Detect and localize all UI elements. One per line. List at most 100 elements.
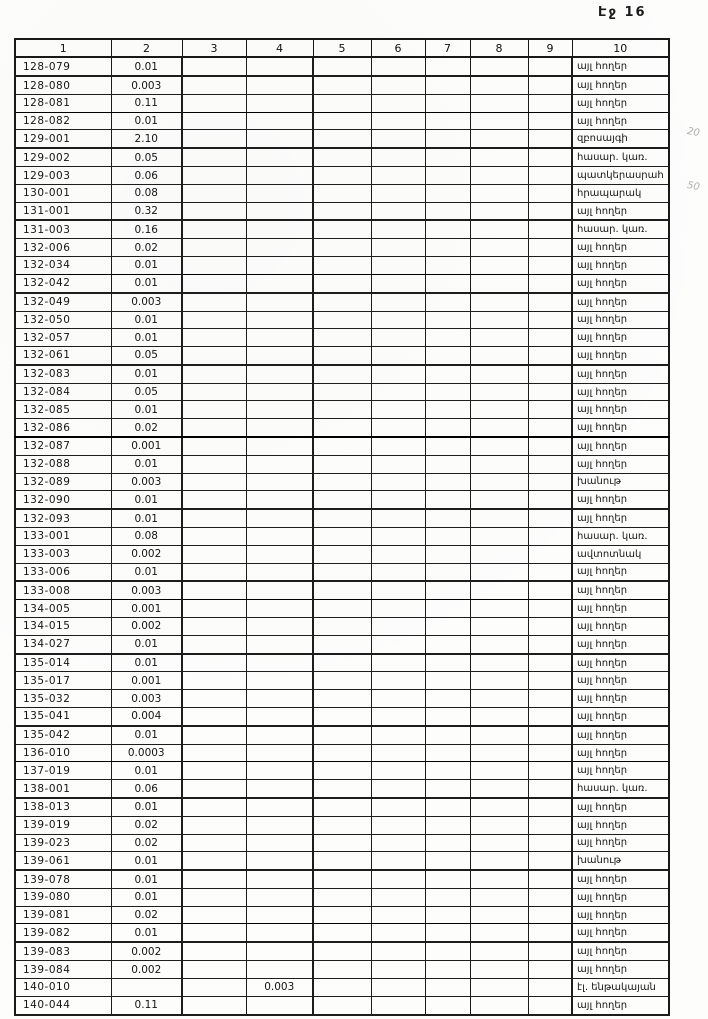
table-cell	[245, 472, 314, 492]
table-cell: 129-001	[14, 129, 112, 150]
table-row: 132-086 0.02 այլ հողեր	[14, 418, 670, 439]
table-cell	[245, 671, 314, 691]
table-cell	[469, 328, 529, 347]
table-row: 133-006 0.01 այլ հողեր	[14, 562, 670, 583]
table-cell	[527, 166, 573, 185]
table-cell	[469, 634, 529, 655]
table-cell: 0.01	[110, 797, 183, 817]
table-cell	[312, 436, 372, 456]
table-cell: 132-034	[14, 256, 112, 275]
table-cell: 128-080	[14, 75, 112, 95]
table-cell	[312, 580, 372, 601]
table-cell	[312, 725, 372, 745]
table-cell: այլ հողեր	[571, 653, 670, 673]
table-row: 139-019 0.02 այլ հողեր	[14, 815, 670, 835]
table-cell	[424, 418, 471, 439]
table-cell	[181, 382, 247, 402]
table-cell	[527, 634, 573, 655]
table-cell	[181, 75, 247, 95]
table-cell	[424, 364, 471, 384]
table-cell	[527, 761, 573, 781]
table-cell: 139-019	[14, 815, 112, 835]
table-cell: 0.003	[110, 292, 183, 312]
table-cell	[469, 888, 529, 907]
table-cell	[370, 869, 426, 890]
table-cell: 0.001	[110, 599, 183, 618]
table-cell: 0.003	[110, 580, 183, 601]
table-cell: 0.01	[110, 454, 183, 474]
table-cell	[245, 923, 314, 944]
table-cell: 0.05	[110, 345, 183, 366]
table-cell	[245, 527, 314, 546]
table-cell: 139-081	[14, 905, 112, 925]
table-cell: 132-050	[14, 310, 112, 330]
table-cell	[312, 888, 372, 907]
table-cell: 129-003	[14, 166, 112, 185]
table-cell: այլ հողեր	[571, 56, 670, 78]
table-cell: էլ. ենթակայան	[571, 977, 670, 997]
table-cell: այլ հողեր	[571, 292, 670, 312]
table-cell	[370, 888, 426, 907]
table-cell	[424, 689, 471, 708]
table-cell	[527, 869, 573, 890]
table-cell	[469, 201, 529, 222]
table-cell	[370, 977, 426, 997]
table-cell	[424, 580, 471, 601]
table-cell	[245, 869, 314, 890]
table-cell	[181, 634, 247, 655]
table-cell: 0.01	[110, 328, 183, 347]
table-cell: այլ հողեր	[571, 454, 670, 474]
table-cell	[527, 201, 573, 222]
table-cell	[312, 472, 372, 492]
table-cell	[370, 599, 426, 618]
table-cell	[527, 111, 573, 131]
table-cell: հասար. կառ.	[571, 219, 670, 240]
table-cell: այլ հողեր	[571, 310, 670, 330]
table-cell	[424, 888, 471, 907]
table-cell	[370, 797, 426, 817]
table-cell	[181, 93, 247, 113]
table-cell	[469, 653, 529, 673]
table-cell	[312, 562, 372, 583]
table-cell	[370, 436, 426, 456]
table-cell	[245, 725, 314, 745]
table-cell: այլ հողեր	[571, 93, 670, 113]
table-cell	[424, 436, 471, 456]
table-cell	[424, 93, 471, 113]
table-cell: այլ հողեր	[571, 256, 670, 275]
table-cell: 0.01	[110, 256, 183, 275]
table-cell: 0.003	[245, 977, 314, 997]
table-cell	[527, 923, 573, 944]
table-cell	[527, 960, 573, 979]
table-cell	[181, 706, 247, 727]
table-cell	[424, 183, 471, 203]
table-cell	[469, 689, 529, 708]
table-cell	[424, 490, 471, 511]
table-cell	[527, 689, 573, 708]
table-row: 132-061 0.05 այլ հողեր	[14, 345, 670, 366]
table-cell	[181, 166, 247, 185]
table-row: 132-090 0.01 այլ հողեր	[14, 490, 670, 511]
table-cell	[370, 995, 426, 1016]
table-cell	[469, 995, 529, 1016]
table-cell	[370, 219, 426, 240]
table-cell	[312, 238, 372, 258]
table-cell	[245, 201, 314, 222]
table-cell	[181, 905, 247, 925]
table-cell	[181, 418, 247, 439]
table-cell: 0.002	[110, 616, 183, 636]
table-cell	[245, 310, 314, 330]
table-cell: այլ հողեր	[571, 888, 670, 907]
table-cell	[312, 147, 372, 168]
table-cell	[527, 436, 573, 456]
table-cell: 0.02	[110, 905, 183, 925]
table-cell: 137-019	[14, 761, 112, 781]
table-cell: 135-014	[14, 653, 112, 673]
table-cell	[245, 219, 314, 240]
table-cell: այլ հողեր	[571, 328, 670, 347]
table-cell	[312, 851, 372, 872]
table-cell	[527, 725, 573, 745]
table-cell	[469, 147, 529, 168]
table-cell	[527, 345, 573, 366]
table-cell	[527, 382, 573, 402]
